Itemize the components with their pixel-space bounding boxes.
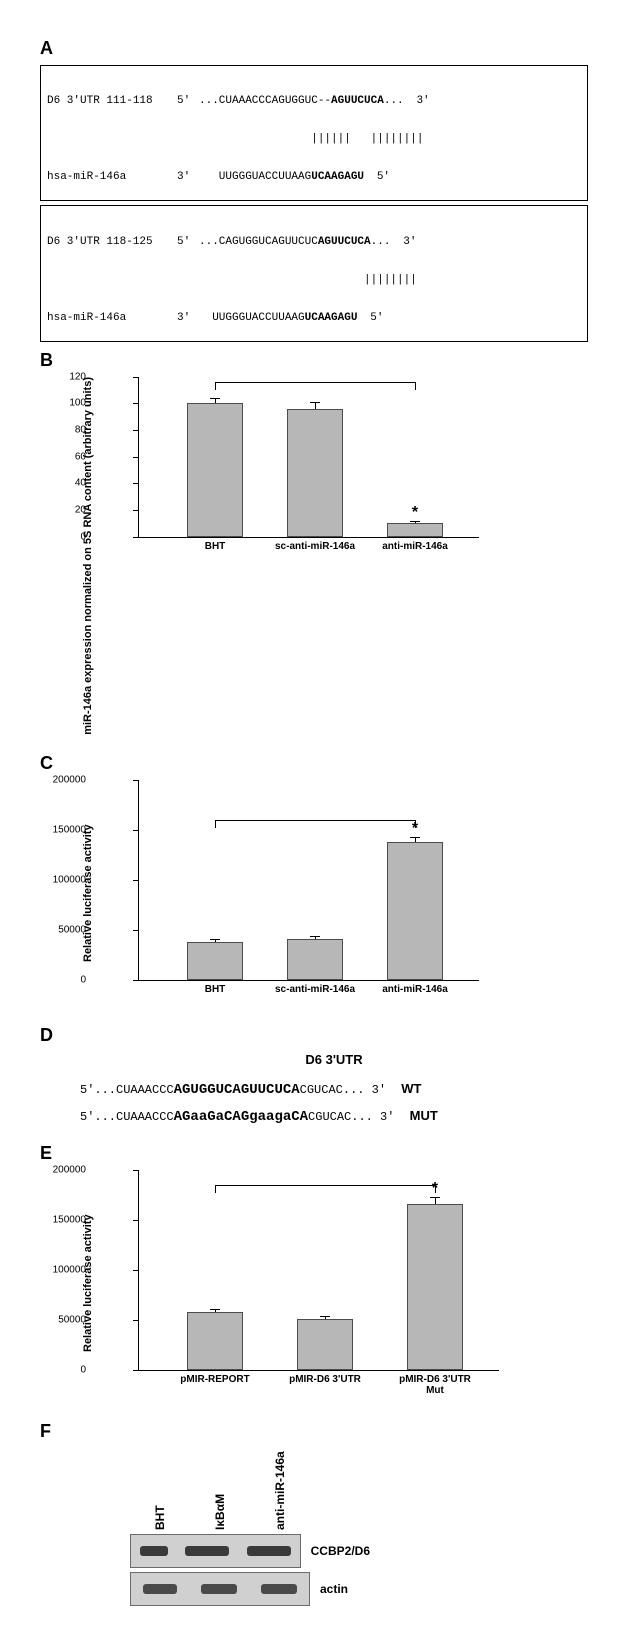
seq1-row1-label: D6 3'UTR 111-118 <box>47 95 177 108</box>
chart-b: miR-146a expression normalized on 5S RNA… <box>80 377 588 735</box>
chart-c-xlabel: BHT <box>205 980 226 995</box>
chart-b-bar <box>287 409 343 537</box>
chart-b-ytick: 0 <box>80 531 94 542</box>
chart-e-bar <box>297 1319 353 1370</box>
panel-label-c: C <box>40 753 588 774</box>
seq1-row1-3p: 3' <box>404 95 430 108</box>
panel-d-wt: 5'...CUAAACCCAGUGGUCAGUUCUCACGUCAC... 3'… <box>80 1081 588 1098</box>
chart-b-bar <box>187 403 243 536</box>
chart-c: Relative luciferase activity 05000010000… <box>80 780 588 1007</box>
chart-e-ytick: 200000 <box>53 1164 94 1175</box>
blot-lane-label: anti-miR-146a <box>273 1450 287 1530</box>
chart-b-xlabel: sc-anti-miR-146a <box>275 537 355 552</box>
panel-label-d: D <box>40 1025 588 1046</box>
panel-label-e: E <box>40 1143 588 1164</box>
panel-label-f: F <box>40 1421 588 1442</box>
chart-c-ytick: 50000 <box>58 924 94 935</box>
chart-e: Relative luciferase activity 05000010000… <box>80 1170 588 1397</box>
chart-b-bar <box>387 523 443 536</box>
seq2-row1-5p: 5' <box>177 236 199 249</box>
blot-band <box>140 1546 168 1556</box>
panel-d-title: D6 3'UTR <box>80 1052 588 1067</box>
chart-e-xlabel: pMIR-REPORT <box>180 1370 249 1385</box>
blot-row-name: CCBP2/D6 <box>311 1544 370 1558</box>
chart-e-bar <box>407 1204 463 1370</box>
seq1-row2-3p: 5' <box>364 171 390 184</box>
chart-e-sig-star: * <box>432 1180 438 1198</box>
seq-box-1: D6 3'UTR 111-118 5' ...CUAAACCCAGUGGUC--… <box>40 65 588 201</box>
blot-band <box>185 1546 229 1556</box>
chart-e-xlabel: pMIR-D6 3'UTR <box>289 1370 361 1385</box>
chart-c-bar <box>187 942 243 980</box>
seq2-row2-5p: 3' <box>177 312 199 325</box>
seq1-match: |||||| |||||||| <box>199 133 423 146</box>
chart-b-ytick: 80 <box>75 425 94 436</box>
chart-c-ytick: 150000 <box>53 824 94 835</box>
seq2-row2-body: UUGGGUACCUUAAGUCAAGAGU <box>199 312 357 325</box>
seq2-match: |||||||| <box>199 274 417 287</box>
blot-band <box>261 1584 297 1594</box>
chart-b-ytick: 40 <box>75 478 94 489</box>
blot-band <box>201 1584 237 1594</box>
blot-f: BHT IκBαM anti-miR-146a CCBP2/D6 actin <box>130 1450 370 1606</box>
chart-c-xlabel: sc-anti-miR-146a <box>275 980 355 995</box>
chart-b-xlabel: anti-miR-146a <box>382 537 448 552</box>
seq2-row1-3p: 3' <box>390 236 416 249</box>
blot-row-name: actin <box>320 1582 348 1596</box>
seq1-row1-body: ...CUAAACCCAGUGGUC--AGUUCUCA... <box>199 95 404 108</box>
chart-c-bar <box>287 939 343 980</box>
panel-label-a: A <box>40 38 588 59</box>
chart-e-xlabel: pMIR-D6 3'UTR Mut <box>399 1370 471 1396</box>
chart-c-ytick: 200000 <box>53 774 94 785</box>
chart-c-xlabel: anti-miR-146a <box>382 980 448 995</box>
seq1-row2-body: UUGGGUACCUUAAGUCAAGAGU <box>199 171 364 184</box>
chart-c-ytick: 0 <box>80 974 94 985</box>
chart-c-ytick: 100000 <box>53 874 94 885</box>
chart-e-ylabel: Relative luciferase activity <box>80 1170 94 1397</box>
chart-e-ytick: 50000 <box>58 1314 94 1325</box>
chart-b-sig-star: * <box>412 504 418 522</box>
chart-e-ytick: 0 <box>80 1364 94 1375</box>
seq1-row1-5p: 5' <box>177 95 199 108</box>
blot-row: CCBP2/D6 <box>130 1534 370 1568</box>
panel-label-b: B <box>40 350 588 371</box>
blot-row: actin <box>130 1572 370 1606</box>
seq1-row2-5p: 3' <box>177 171 199 184</box>
chart-b-ytick: 60 <box>75 451 94 462</box>
chart-b-xlabel: BHT <box>205 537 226 552</box>
blot-lane-label: IκBαM <box>213 1450 227 1530</box>
blot-lane-label: BHT <box>153 1450 167 1530</box>
blot-band <box>143 1584 177 1594</box>
seq1-row2-label: hsa-miR-146a <box>47 171 177 184</box>
chart-e-bar <box>187 1312 243 1370</box>
chart-c-bar <box>387 842 443 980</box>
chart-e-ytick: 150000 <box>53 1214 94 1225</box>
chart-e-ytick: 100000 <box>53 1264 94 1275</box>
chart-b-ytick: 100 <box>69 398 94 409</box>
blot-band <box>247 1546 291 1556</box>
seq2-row2-3p: 5' <box>357 312 383 325</box>
chart-b-ytick: 120 <box>69 371 94 382</box>
seq2-row1-body: ...CAGUGGUCAGUUCUCAGUUCUCA... <box>199 236 390 249</box>
panel-d-mut: 5'...CUAAACCCAGaaGaCAGgaagaCACGUCAC... 3… <box>80 1108 588 1125</box>
chart-c-sig-star: * <box>412 820 418 838</box>
panel-d-block: D6 3'UTR 5'...CUAAACCCAGUGGUCAGUUCUCACGU… <box>80 1052 588 1125</box>
chart-c-ylabel: Relative luciferase activity <box>80 780 94 1007</box>
seq2-row1-label: D6 3'UTR 118-125 <box>47 236 177 249</box>
chart-b-ytick: 20 <box>75 505 94 516</box>
seq2-row2-label: hsa-miR-146a <box>47 312 177 325</box>
seq-box-2: D6 3'UTR 118-125 5' ...CAGUGGUCAGUUCUCAG… <box>40 205 588 341</box>
